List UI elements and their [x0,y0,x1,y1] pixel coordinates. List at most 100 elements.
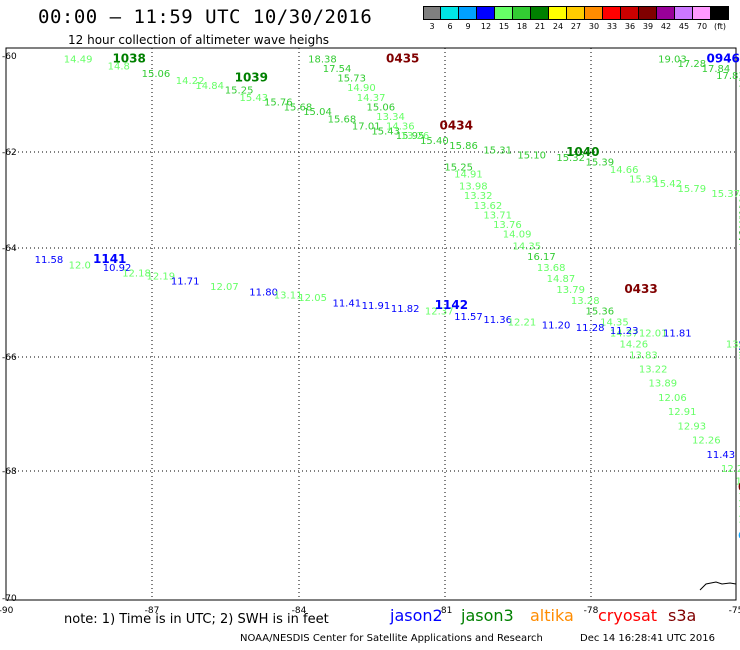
color-scale-label: (ft) [713,22,727,31]
wave-height-value: 12.09 [738,486,740,497]
wave-height-value: 13.71 [483,210,512,221]
color-scale-swatch [567,6,585,20]
wave-height-value: 17.81 [716,71,740,82]
track-time-label: 04 [738,480,740,494]
wave-height-value: 17.54 [323,64,352,75]
wave-height-value: 11.36 [483,315,512,326]
wave-height-value: 14.22 [176,76,205,87]
wave-height-value: 13.6 [738,237,740,248]
wave-height-value: 14.35 [513,242,542,253]
wave-height-value: 14.21 [738,220,740,231]
wave-height-value: 15.80 [738,215,740,226]
wave-height-value: 15.39 [586,158,615,169]
wave-height-value: 11.28 [576,323,605,334]
wave-height-value: 14.89 [738,198,740,209]
color-scale-swatch [549,6,567,20]
wave-height-value: 12.05 [298,293,327,304]
color-scale-swatch [711,6,729,20]
wave-height-value: 15.06 [142,69,171,80]
color-scale-label: 12 [480,22,492,31]
longitude-tick-label: -81 [438,606,453,616]
wave-height-value: 11.23 [610,326,639,337]
wave-height-value: 12.02 [738,515,740,526]
track-time-label: 1038 [112,51,145,65]
wave-height-value: 13.51 [738,225,740,236]
latitude-tick-label: -62 [2,148,17,158]
color-scale-bar [423,6,729,20]
legend-item-altika: altika [530,606,574,625]
color-scale-label: 18 [516,22,528,31]
wave-height-value: 13.79 [556,285,585,296]
wave-height-value: 13.28 [738,342,740,353]
latitude-tick-label: -66 [2,353,17,363]
wave-height-value: 14.26 [620,339,649,350]
latitude-tick-label: -60 [2,52,17,62]
wave-height-value: 14.49 [64,54,93,65]
color-scale-label: 42 [660,22,672,31]
wave-height-value: 12.19 [147,271,176,282]
wave-height-value: 13.03 [726,339,740,350]
wave-height-value: 15.43 [371,126,400,137]
wave-height-value: 13.68 [537,263,566,274]
wave-height-value: 11.91 [362,301,391,312]
wave-height-value: 15.31 [483,146,512,157]
wave-height-value: 11.81 [663,328,692,339]
wave-height-value: 12.18 [122,269,151,280]
wave-height-value: 12.07 [210,282,239,293]
map-title: 00:00 – 11:59 UTC 10/30/2016 [38,6,373,28]
wave-height-value: 13.62 [474,201,503,212]
color-scale-swatch [585,6,603,20]
track-time-label: 1143 [738,339,740,353]
wave-height-value: 14.09 [503,230,532,241]
color-scale-label: 39 [642,22,654,31]
color-scale-label: 21 [534,22,546,31]
wave-height-value: 12.26 [692,436,721,447]
wave-height-value: 12.21 [508,318,537,329]
color-scale-swatch [621,6,639,20]
color-scale-label: 3 [429,22,435,31]
track-time-label: 0435 [386,51,419,65]
wave-height-value: 15.43 [240,93,269,104]
track-time-label: 0946 [707,51,740,65]
color-scale-swatch [675,6,693,20]
map-subtitle: 12 hour collection of altimeter wave hei… [68,33,330,47]
wave-height-value: 14.37 [357,93,386,104]
wave-height-value: 14.36 [386,122,415,133]
wave-height-value: 15.79 [678,184,707,195]
map-frame [5,47,737,601]
legend-item-cryosat: cryosat [598,606,658,625]
wave-height-value: 15.39 [629,174,658,185]
footer-credit: NOAA/NESDIS Center for Satellite Applica… [240,633,543,644]
wave-height-value: 15.10 [517,150,546,161]
wave-height-value: 14.84 [195,81,224,92]
color-scale-swatch [657,6,675,20]
track-time-label: 0434 [440,119,473,133]
wave-height-value: 18.38 [308,54,337,65]
coastline [699,581,737,591]
wave-height-value: 12.54 [736,477,740,488]
wave-height-value: 19.03 [658,54,687,65]
wave-height-value: 12.37 [425,307,454,318]
wave-height-value: 15.36 [586,307,615,318]
wave-height-value: 15.68 [284,102,313,113]
color-scale-label: 15 [498,22,510,31]
color-scale-label: 24 [552,22,564,31]
longitude-tick-label: -78 [584,606,599,616]
wave-height-value: 13.32 [464,191,493,202]
wave-height-value: 13.14 [738,348,740,359]
longitude-tick-label: -87 [145,606,160,616]
wave-height-value: 11.71 [171,277,200,288]
wave-height-value: 12.0 [69,260,91,271]
wave-height-value: 13.76 [493,220,522,231]
wave-height-value: 15.76 [264,98,293,109]
color-scale-swatch [459,6,477,20]
track-time-label: 1040 [566,145,599,159]
wave-height-value: 13.89 [649,379,678,390]
legend-item-jason2: jason2 [390,606,443,625]
wave-height-value: 13.7 [738,350,740,361]
color-scale-swatch [477,6,495,20]
color-scale-label: 36 [624,22,636,31]
wave-height-value: 14.66 [610,165,639,176]
track-time-label: 1142 [435,298,468,312]
wave-height-value: 15.95 [396,131,425,142]
